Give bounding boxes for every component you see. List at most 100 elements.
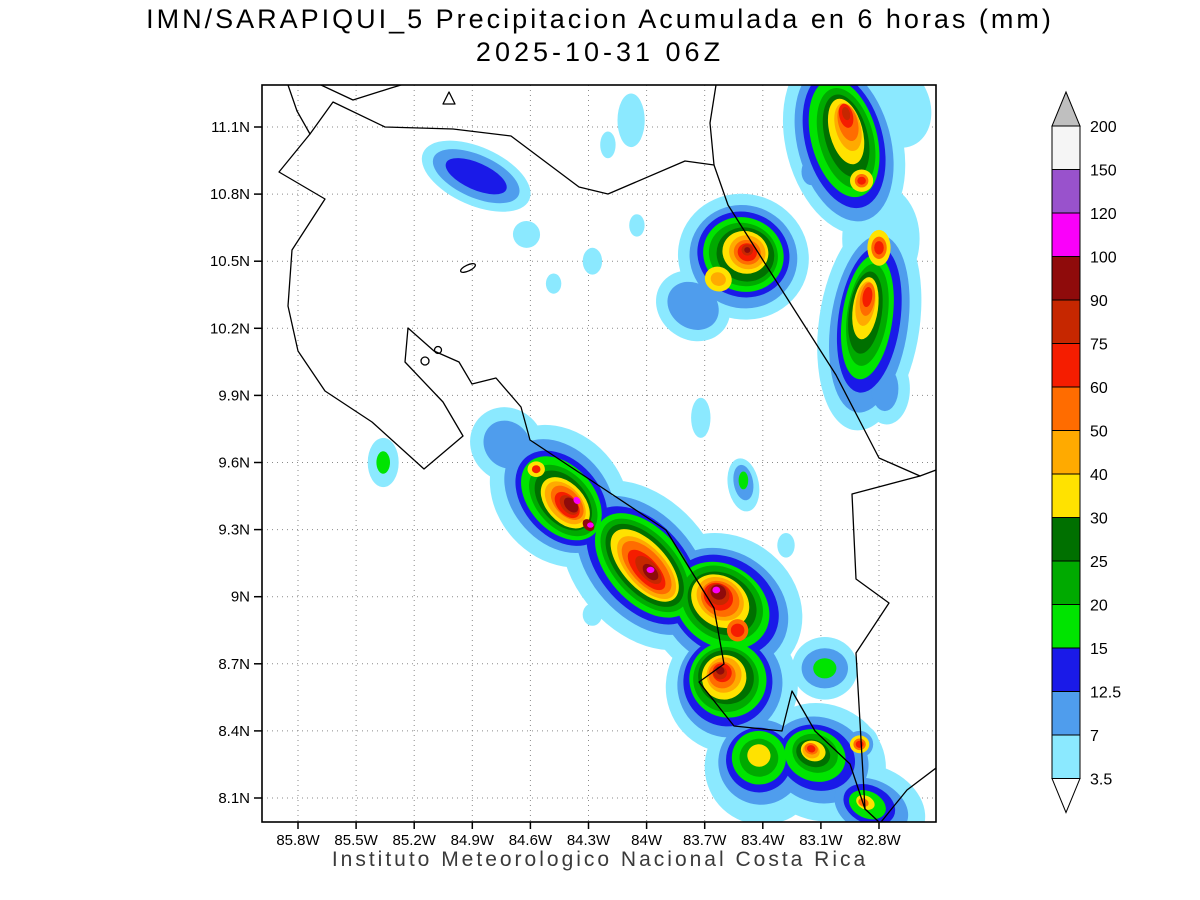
- panama-pacific-coastline: [864, 808, 880, 822]
- colorbar-segment: [1051, 604, 1081, 649]
- y-tick-label: 8.1N: [218, 790, 250, 807]
- colorbar-label: 200: [1090, 119, 1117, 136]
- x-tick-label: 84.9W: [451, 832, 495, 849]
- precip-blob: [582, 247, 603, 275]
- precip-blob: [747, 744, 771, 767]
- precip-blob: [573, 496, 581, 505]
- y-tick-label: 8.7N: [218, 656, 250, 673]
- colorbar-segment: [1051, 560, 1081, 605]
- precip-blob: [600, 131, 616, 159]
- lake-arenal-outline: [459, 263, 477, 273]
- gulf-island-venado: [433, 345, 443, 355]
- precip-blob: [712, 586, 721, 594]
- precip-blob: [862, 286, 873, 308]
- y-tick-label: 9N: [231, 589, 250, 606]
- colorbar-segment: [1051, 430, 1081, 475]
- chart-subtitle: 2025-10-31 06Z: [475, 37, 725, 67]
- costa-rica-coastline: [278, 101, 921, 810]
- precip-blob: [813, 658, 837, 679]
- panama-southeast-coastline: [880, 767, 936, 822]
- colorbar-label: 7: [1090, 728, 1099, 745]
- lake-island-marker: [442, 91, 456, 105]
- precip-blob: [744, 247, 751, 253]
- precip-blob: [806, 745, 816, 753]
- precip-blob: [376, 451, 390, 474]
- precip-blob: [629, 214, 645, 237]
- colorbar-label: 120: [1090, 206, 1117, 223]
- precip-blob: [483, 420, 531, 469]
- precip-blob: [738, 471, 749, 490]
- precip-blob: [874, 241, 884, 255]
- coastline-layer: [278, 85, 936, 822]
- precip-blob: [857, 176, 866, 185]
- colorbar-label: 150: [1090, 163, 1117, 180]
- colorbar-segment: [1051, 691, 1081, 736]
- map-svg: 85.8W 85.5W 85.2W 84.9W 84.6W 84.3W 84W 83.7W 83…: [210, 84, 937, 849]
- chart-title: IMN/SARAPIQUI_5 Precipitacion Acumulada …: [146, 4, 1054, 34]
- x-tick-label: 84W: [631, 832, 663, 849]
- precip-blob: [545, 273, 562, 294]
- panama-caribbean-coastline: [919, 469, 936, 477]
- y-tick-label: 11.1N: [211, 119, 250, 136]
- colorbar-segment: [1051, 256, 1081, 301]
- y-tick-label: 10.5N: [210, 253, 250, 270]
- precip-blob: [512, 220, 541, 248]
- colorbar-arrow-top: [1051, 90, 1081, 127]
- colorbar-svg: 200 150 120 100 90 75 60 50 40 30 25 20 15 12.5 7 3.5: [1051, 90, 1121, 814]
- colorbar-label: 100: [1090, 250, 1117, 267]
- colorbar-label: 30: [1090, 511, 1108, 528]
- colorbar-segment: [1051, 125, 1081, 170]
- colorbar-label: 90: [1090, 293, 1108, 310]
- x-tick-label: 85.5W: [334, 832, 378, 849]
- colorbar-segment: [1051, 169, 1081, 214]
- x-tick-label: 83.7W: [683, 832, 727, 849]
- x-tick-label: 83.1W: [799, 832, 843, 849]
- nicaragua-caribbean-coastline: [709, 85, 717, 166]
- gulf-island-chira: [420, 356, 430, 366]
- colorbar-label: 3.5: [1090, 772, 1112, 789]
- y-tick-label: 9.6N: [218, 455, 250, 472]
- precip-blob: [710, 272, 726, 286]
- colorbar-segment: [1051, 517, 1081, 562]
- precip-blob: [531, 465, 541, 474]
- colorbar-label: 20: [1090, 598, 1108, 615]
- colorbar-segment: [1051, 299, 1081, 344]
- colorbar-segment: [1051, 212, 1081, 257]
- y-tick-label: 10.2N: [210, 320, 250, 337]
- precip-blob: [691, 397, 711, 438]
- map-area: 85.8W 85.5W 85.2W 84.9W 84.6W 84.3W 84W 83.7W 83…: [195, 78, 955, 873]
- colorbar-segment: [1051, 647, 1081, 692]
- precip-blob: [646, 566, 655, 573]
- precip-blob: [445, 158, 507, 195]
- precipitation-layer: [367, 85, 932, 822]
- colorbar-segment: [1051, 473, 1081, 518]
- precip-blob: [841, 107, 851, 121]
- axis-layer: 85.8W 85.5W 85.2W 84.9W 84.6W 84.3W 84W 83.7W 83…: [210, 119, 902, 849]
- precip-blob: [617, 93, 645, 148]
- x-tick-label: 85.8W: [276, 832, 320, 849]
- precip-blob: [667, 281, 719, 330]
- footer-credit: Instituto Meteorologico Nacional Costa R…: [331, 848, 869, 871]
- colorbar-label: 12.5: [1090, 685, 1121, 702]
- colorbar-label: 25: [1090, 554, 1108, 571]
- colorbar-label: 40: [1090, 467, 1108, 484]
- colorbar: 200 150 120 100 90 75 60 50 40 30 25 20 15 12.5 7 3.5: [1048, 88, 1158, 828]
- x-tick-label: 82.8W: [857, 832, 901, 849]
- y-tick-label: 10.8N: [210, 186, 250, 203]
- precip-blob: [582, 603, 603, 626]
- colorbar-segment: [1051, 343, 1081, 388]
- lake-nicaragua-shore: [320, 85, 402, 101]
- y-tick-label: 9.3N: [218, 522, 250, 539]
- x-tick-label: 83.4W: [741, 832, 785, 849]
- x-tick-label: 84.6W: [509, 832, 553, 849]
- precip-blob: [587, 522, 594, 528]
- colorbar-segment: [1051, 386, 1081, 431]
- colorbar-label: 75: [1090, 337, 1108, 354]
- precip-blob: [730, 623, 745, 637]
- colorbar-label: 60: [1090, 380, 1108, 397]
- colorbar-arrow-bottom: [1051, 778, 1081, 814]
- x-tick-label: 84.3W: [567, 832, 611, 849]
- title-block: IMN/SARAPIQUI_5 Precipitacion Acumulada …: [0, 4, 1200, 68]
- nicaragua-pacific-coastline: [287, 85, 311, 135]
- colorbar-segment: [1051, 734, 1081, 779]
